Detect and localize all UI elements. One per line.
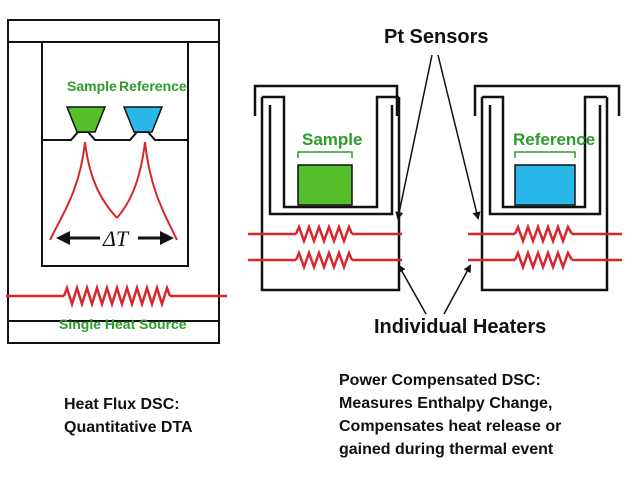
heat-flux-caption: Heat Flux DSC: Quantitative DTA	[64, 393, 193, 439]
inner-chamber	[41, 41, 189, 267]
pt-sensors-label: Pt Sensors	[384, 26, 489, 48]
power-compensated-caption-line: gained during thermal event	[339, 441, 554, 458]
sample-lid	[253, 84, 399, 116]
sensor-arrow-left	[395, 54, 433, 220]
reference-material	[514, 164, 576, 206]
outer-furnace-box	[7, 19, 220, 344]
hf-sample-label: Sample	[67, 78, 117, 94]
sample-cell	[253, 84, 401, 292]
pc-sample-label: Sample	[302, 130, 363, 149]
sensor-arrow-right	[437, 54, 481, 220]
reference-enclosure	[480, 97, 609, 292]
reference-plate	[95, 131, 188, 141]
single-heat-source-label: Single Heat Source	[59, 316, 187, 332]
sample-plate	[42, 131, 130, 141]
heat-flux-caption-line: Heat Flux DSC:	[64, 396, 180, 413]
reference-cell	[473, 84, 621, 292]
reference-bracket	[514, 151, 576, 158]
sample-holder-outer	[262, 95, 399, 209]
heater-arrow-right	[443, 264, 471, 315]
reference-heaters	[468, 223, 622, 271]
reference-pan	[122, 106, 164, 133]
heat-flux-furnace	[7, 19, 220, 344]
single-heater	[6, 283, 227, 309]
power-compensated-caption: Power Compensated DSC: Measures Enthalpy…	[339, 369, 561, 461]
pointer-arrows	[395, 54, 481, 315]
pc-reference-label: Reference	[513, 130, 596, 149]
power-compensated-caption-line: Power Compensated DSC:	[339, 372, 541, 389]
power-compensated-caption-line: Compensates heat release or	[339, 418, 562, 435]
delta-t-label: ΔT	[103, 226, 129, 251]
heat-flux-caption-line: Quantitative DTA	[64, 419, 193, 436]
power-compensated-caption-line: Measures Enthalpy Change,	[339, 395, 553, 412]
sample-holder-inner	[268, 105, 394, 216]
sample-pan	[65, 106, 107, 133]
sample-enclosure	[260, 97, 401, 292]
sample-heaters	[248, 223, 402, 271]
sample-material	[297, 164, 353, 206]
heater-arrow-left	[398, 264, 427, 315]
hf-reference-label: Reference	[119, 78, 187, 94]
thermocouple-wires	[49, 141, 178, 241]
individual-heaters-label: Individual Heaters	[374, 316, 547, 338]
reference-holder-outer	[482, 95, 607, 209]
reference-lid	[473, 84, 621, 116]
sample-bracket	[297, 151, 353, 158]
reference-holder-inner	[488, 105, 602, 216]
delta-t-arrow	[56, 231, 174, 245]
